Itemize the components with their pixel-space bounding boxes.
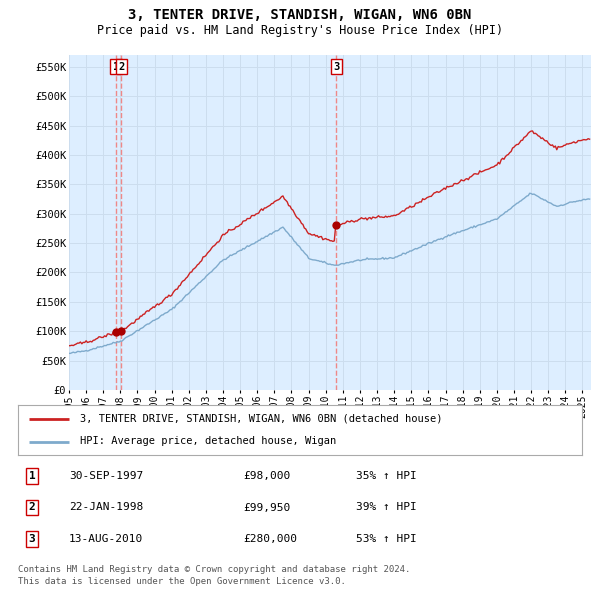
Text: 22-JAN-1998: 22-JAN-1998 xyxy=(69,503,143,513)
Text: 2: 2 xyxy=(29,503,35,513)
Text: 39% ↑ HPI: 39% ↑ HPI xyxy=(356,503,417,513)
Text: Contains HM Land Registry data © Crown copyright and database right 2024.: Contains HM Land Registry data © Crown c… xyxy=(18,565,410,574)
Text: Price paid vs. HM Land Registry's House Price Index (HPI): Price paid vs. HM Land Registry's House … xyxy=(97,24,503,37)
Text: 35% ↑ HPI: 35% ↑ HPI xyxy=(356,471,417,481)
Text: 30-SEP-1997: 30-SEP-1997 xyxy=(69,471,143,481)
Text: 3, TENTER DRIVE, STANDISH, WIGAN, WN6 0BN: 3, TENTER DRIVE, STANDISH, WIGAN, WN6 0B… xyxy=(128,8,472,22)
Text: 1: 1 xyxy=(113,62,119,72)
Text: 3: 3 xyxy=(29,534,35,544)
Text: £98,000: £98,000 xyxy=(244,471,291,481)
Text: 1: 1 xyxy=(29,471,35,481)
Text: This data is licensed under the Open Government Licence v3.0.: This data is licensed under the Open Gov… xyxy=(18,577,346,586)
Text: 53% ↑ HPI: 53% ↑ HPI xyxy=(356,534,417,544)
Text: 13-AUG-2010: 13-AUG-2010 xyxy=(69,534,143,544)
Text: 3: 3 xyxy=(333,62,340,72)
Text: 3, TENTER DRIVE, STANDISH, WIGAN, WN6 0BN (detached house): 3, TENTER DRIVE, STANDISH, WIGAN, WN6 0B… xyxy=(80,414,443,424)
Text: HPI: Average price, detached house, Wigan: HPI: Average price, detached house, Wiga… xyxy=(80,437,336,447)
Text: £99,950: £99,950 xyxy=(244,503,291,513)
Text: £280,000: £280,000 xyxy=(244,534,298,544)
Text: 2: 2 xyxy=(118,62,124,72)
